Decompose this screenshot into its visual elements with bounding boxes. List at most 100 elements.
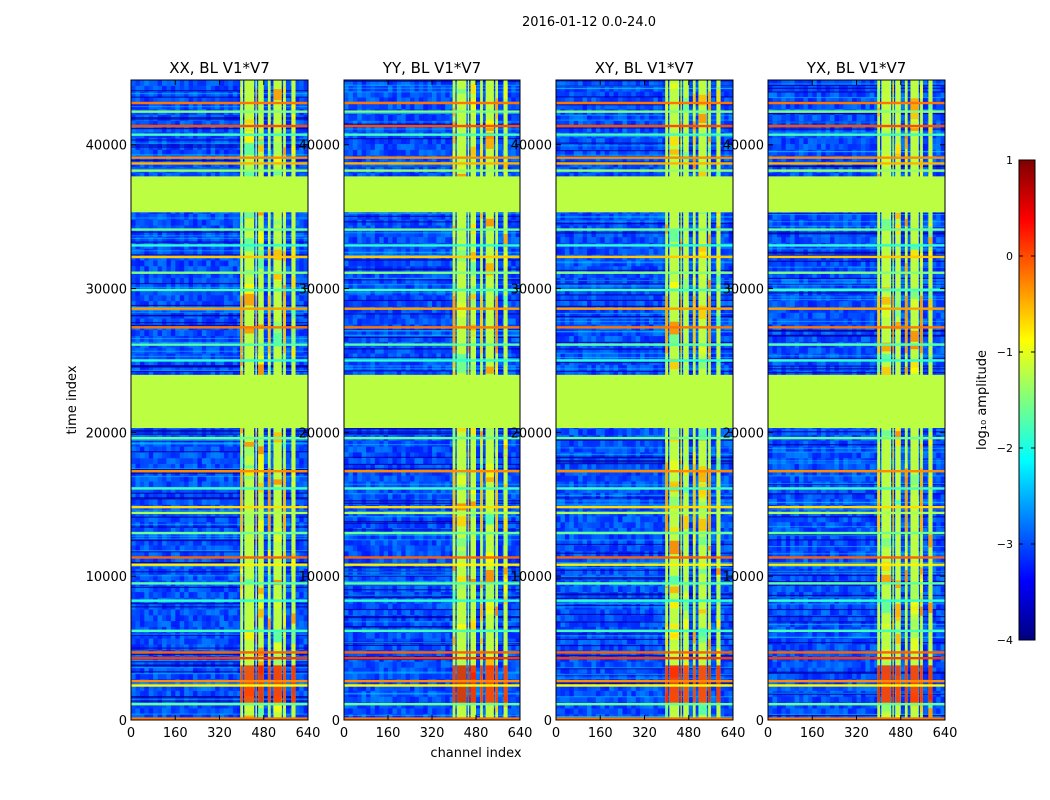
heatmap-cell <box>254 667 260 674</box>
heatmap-cell <box>219 120 225 127</box>
heatmap-cell <box>139 528 145 535</box>
heatmap-cell <box>201 97 207 104</box>
heatmap-cell <box>223 609 229 616</box>
heatmap-cell <box>148 231 154 238</box>
heatmap-cell <box>135 336 141 343</box>
heatmap-cell <box>166 464 172 471</box>
heatmap-cell <box>237 452 242 459</box>
heatmap-cell <box>263 213 269 220</box>
heatmap-cell <box>153 318 158 325</box>
heatmap-cell <box>153 615 158 622</box>
heatmap-cell <box>135 173 141 180</box>
heatmap-cell <box>144 277 149 284</box>
heatmap-cell <box>285 283 291 290</box>
heatmap-cell <box>232 213 238 220</box>
heatmap-cell <box>440 91 446 98</box>
heatmap-cell <box>135 493 141 500</box>
heatmap-cell <box>201 306 207 314</box>
heatmap-cell <box>215 673 220 680</box>
heatmap-cell <box>139 97 145 104</box>
heatmap-cell <box>166 266 172 273</box>
heatmap-cell <box>285 592 291 599</box>
heatmap-cell <box>299 248 304 255</box>
heatmap-cell <box>135 498 141 506</box>
heatmap-light-row <box>131 575 308 577</box>
heatmap-cell <box>175 696 180 703</box>
heatmap-cell <box>215 219 220 226</box>
heatmap-cell <box>131 621 136 628</box>
rfi-time-line <box>131 288 308 292</box>
heatmap-cell <box>254 551 260 558</box>
heatmap-cell <box>188 481 194 488</box>
rfi-cell <box>240 588 244 599</box>
heatmap-cell <box>254 330 260 337</box>
heatmap-cell <box>161 330 167 337</box>
heatmap-cell <box>175 237 180 244</box>
heatmap-cell <box>206 283 211 290</box>
heatmap-cell <box>170 586 176 593</box>
heatmap-cell <box>219 522 225 529</box>
heatmap-cell <box>135 330 141 337</box>
heatmap-cell <box>170 533 176 540</box>
heatmap-cell <box>192 213 198 220</box>
heatmap-cell <box>254 528 260 535</box>
heatmap-cell <box>144 557 149 564</box>
heatmap-cell <box>157 551 163 558</box>
heatmap-cell <box>228 289 234 296</box>
heatmap-cell <box>237 120 242 127</box>
heatmap-low-row <box>131 647 308 649</box>
heatmap-cell <box>215 702 220 709</box>
heatmap-cell <box>188 475 194 482</box>
heatmap-cell <box>131 306 136 314</box>
heatmap-cell <box>299 487 304 494</box>
heatmap-cell <box>179 173 185 180</box>
rfi-cell <box>273 220 282 225</box>
panel-title: YY, BL V1*V7 <box>382 59 481 77</box>
heatmap-cell <box>498 91 503 98</box>
x-tick-label: 160 <box>163 726 188 741</box>
heatmap-cell <box>263 644 269 651</box>
heatmap-cell <box>148 266 154 273</box>
heatmap-cell <box>175 283 180 290</box>
heatmap-cell <box>188 370 194 378</box>
heatmap-cell <box>254 533 260 540</box>
heatmap-cell <box>254 91 260 98</box>
heatmap-cell <box>201 673 207 680</box>
heatmap-cell <box>219 690 225 698</box>
heatmap-cell <box>299 231 304 238</box>
heatmap-cell <box>201 621 207 628</box>
heatmap-cell <box>228 528 234 535</box>
heatmap-cell <box>170 91 176 98</box>
heatmap-cell <box>175 248 180 255</box>
heatmap-cell <box>215 120 220 127</box>
heatmap-cell <box>263 336 269 343</box>
heatmap-cell <box>299 702 304 709</box>
heatmap-cell <box>170 336 176 343</box>
heatmap-low-row <box>131 304 308 307</box>
heatmap-light-row <box>131 565 308 567</box>
heatmap-cell <box>237 667 242 674</box>
heatmap-cell <box>232 272 238 279</box>
heatmap-cell <box>210 219 216 226</box>
heatmap-cell <box>161 592 167 599</box>
heatmap-cell <box>254 237 260 244</box>
heatmap-cell <box>215 708 220 715</box>
heatmap-cell <box>206 138 211 145</box>
rfi-cell <box>240 562 244 571</box>
heatmap-cell <box>161 615 167 622</box>
heatmap-cell <box>223 551 229 558</box>
heatmap-cell <box>175 621 180 628</box>
heatmap-cell <box>166 458 172 465</box>
heatmap-cell <box>357 85 362 92</box>
heatmap-cell <box>131 551 136 558</box>
heatmap-cell <box>188 551 194 558</box>
heatmap-cell <box>148 487 154 494</box>
heatmap-cell <box>299 80 304 87</box>
heatmap-cell <box>414 85 420 92</box>
heatmap-cell <box>219 347 225 354</box>
rfi-hot-region <box>291 665 296 703</box>
heatmap-cell <box>303 365 308 372</box>
heatmap-cell <box>197 702 203 709</box>
heatmap-cell <box>170 493 176 500</box>
heatmap-cell <box>241 487 247 494</box>
